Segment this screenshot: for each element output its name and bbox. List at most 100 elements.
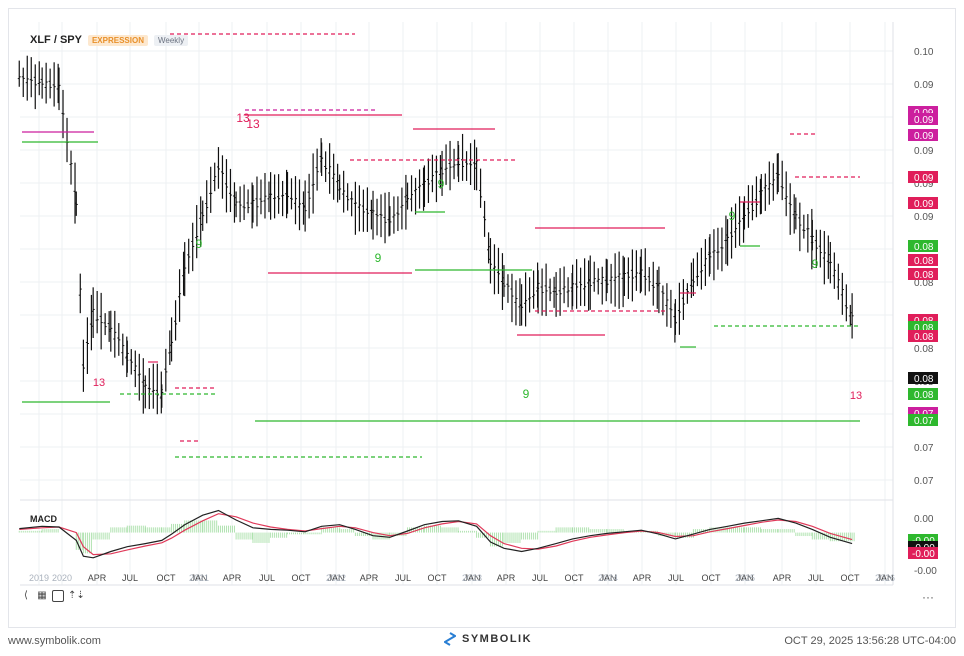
y-tick-label: 0.10 bbox=[914, 47, 934, 58]
x-tick-label: 2022 bbox=[326, 573, 346, 583]
x-tick-label: APR bbox=[88, 573, 107, 583]
price-badge-label: 0.09 bbox=[914, 199, 934, 210]
x-tick-label: 2026 bbox=[875, 573, 895, 583]
sort-arrows-icon[interactable]: ⇡⇣ bbox=[68, 590, 85, 601]
x-tick-label: JUL bbox=[668, 573, 684, 583]
grid-lines bbox=[20, 22, 893, 585]
x-tick-label: JAN bbox=[876, 573, 893, 583]
x-tick-label: APR bbox=[497, 573, 516, 583]
macd-y-tick-label: -0.00 bbox=[914, 566, 937, 577]
y-tick-label: 0.07 bbox=[914, 476, 934, 487]
price-badge-label: 0.08 bbox=[914, 332, 934, 343]
frame-toggle-icon[interactable] bbox=[52, 590, 64, 602]
price-badge-label: 0.08 bbox=[914, 242, 934, 253]
x-tick-label: JAN bbox=[736, 573, 753, 583]
sequential-label: 13 bbox=[246, 117, 260, 131]
price-badge bbox=[908, 113, 938, 125]
price-badge bbox=[908, 254, 938, 266]
price-badge-label: 0.07 bbox=[914, 416, 934, 427]
macd-line bbox=[19, 509, 853, 559]
price-badge bbox=[908, 129, 938, 141]
price-badges: 0.090.090.090.090.090.080.080.080.080.08… bbox=[908, 106, 938, 427]
x-tick-label: 2021 bbox=[189, 573, 209, 583]
price-badge-label: 0.09 bbox=[914, 115, 934, 126]
more-options-button[interactable]: ··· bbox=[922, 590, 934, 604]
x-tick-label: OCT bbox=[702, 573, 722, 583]
expression-badge: EXPRESSION bbox=[87, 34, 148, 46]
macd-value-badge bbox=[908, 547, 938, 559]
x-tick-label: JUL bbox=[395, 573, 411, 583]
price-badge bbox=[908, 268, 938, 280]
sequential-label: 13 bbox=[236, 111, 250, 125]
chart-legend: XLF / SPY EXPRESSION Weekly bbox=[30, 34, 189, 46]
brand-logo: SYMBOLIK bbox=[444, 632, 532, 646]
price-badge bbox=[908, 388, 938, 400]
chart-frame bbox=[8, 8, 956, 628]
y-tick-label: 0.08 bbox=[914, 278, 934, 289]
x-tick-label: JAN bbox=[190, 573, 207, 583]
x-tick-label: 2023 bbox=[462, 573, 482, 583]
x-tick-label: JUL bbox=[122, 573, 138, 583]
price-badge-label: 0.08 bbox=[914, 390, 934, 401]
sequential-label: 13 bbox=[850, 390, 862, 402]
x-tick-label: JAN bbox=[463, 573, 480, 583]
symbol-label[interactable]: XLF / SPY bbox=[30, 34, 82, 46]
price-badge-label: 0.08 bbox=[914, 374, 934, 385]
price-badge-label: 0.08 bbox=[914, 323, 934, 334]
macd-signal-line bbox=[19, 513, 853, 556]
sequential-label: 9 bbox=[523, 387, 530, 401]
macd-title: MACD bbox=[30, 514, 57, 524]
price-badge-label: 0.08 bbox=[914, 270, 934, 281]
x-tick-label: 2020 bbox=[52, 573, 72, 583]
x-tick-label: APR bbox=[773, 573, 792, 583]
x-tick-label: JUL bbox=[532, 573, 548, 583]
y-tick-label: 0.07 bbox=[914, 443, 934, 454]
x-tick-label: OCT bbox=[841, 573, 861, 583]
sequential-label: 9 bbox=[196, 237, 203, 251]
symbolik-logo-icon bbox=[444, 632, 456, 646]
y-tick-label: 0.09 bbox=[914, 212, 934, 223]
calendar-icon[interactable]: ▦ bbox=[37, 590, 47, 601]
sequential-label: 13 bbox=[93, 377, 105, 389]
price-badge bbox=[908, 197, 938, 209]
x-tick-label: APR bbox=[223, 573, 242, 583]
interval-badge[interactable]: Weekly bbox=[153, 34, 189, 46]
x-tick-label: JAN bbox=[327, 573, 344, 583]
x-tick-label: APR bbox=[633, 573, 652, 583]
price-badge-label: 0.09 bbox=[914, 173, 934, 184]
sequential-label: 9 bbox=[375, 251, 382, 265]
x-tick-label: OCT bbox=[292, 573, 312, 583]
y-tick-label: 0.09 bbox=[914, 80, 934, 91]
y-tick-label: 0.09 bbox=[914, 146, 934, 157]
demark-levels bbox=[22, 33, 860, 458]
price-series bbox=[17, 55, 854, 415]
x-tick-label: OCT bbox=[565, 573, 585, 583]
x-tick-label: OCT bbox=[428, 573, 448, 583]
price-badge bbox=[908, 330, 938, 342]
y-tick-label: 0.08 bbox=[914, 344, 934, 355]
sequential-label: 9 bbox=[729, 209, 736, 223]
bottom-toolbar: ⟨ ▦ ⇡⇣ bbox=[20, 590, 85, 602]
macd-y-tick-label: 0.00 bbox=[914, 514, 934, 525]
price-badge-label: 0.08 bbox=[914, 256, 934, 267]
x-tick-label: 2019 bbox=[29, 573, 49, 583]
price-badge bbox=[908, 372, 938, 384]
x-tick-label: JAN bbox=[599, 573, 616, 583]
x-tick-label: 2025 bbox=[735, 573, 755, 583]
x-tick-label: JUL bbox=[259, 573, 275, 583]
price-badge bbox=[908, 171, 938, 183]
website-link[interactable]: www.symbolik.com bbox=[8, 635, 101, 647]
x-tick-label: JUL bbox=[808, 573, 824, 583]
macd-pane: 0.00-0.00-0.00-0.00-0.00-0.00 bbox=[18, 509, 938, 577]
sequential-label: 9 bbox=[812, 257, 819, 271]
sequential-label: 9 bbox=[438, 177, 445, 191]
price-badge bbox=[908, 414, 938, 426]
chevron-left-icon[interactable]: ⟨ bbox=[24, 590, 28, 601]
timestamp: OCT 29, 2025 13:56:28 UTC-04:00 bbox=[784, 635, 956, 647]
brand-name: SYMBOLIK bbox=[462, 633, 533, 645]
y-tick-label: 0.09 bbox=[914, 179, 934, 190]
price-badge bbox=[908, 240, 938, 252]
